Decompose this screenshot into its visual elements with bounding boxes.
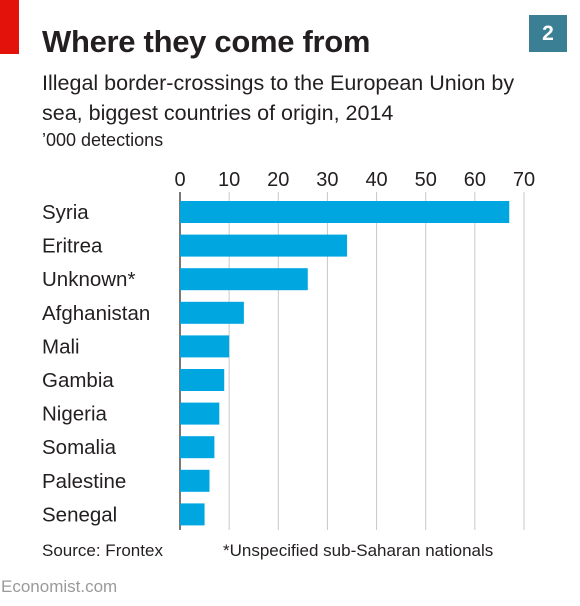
category-label-gambia: Gambia: [42, 369, 114, 392]
x-tick-label-40: 40: [365, 169, 387, 191]
bar-nigeria: [180, 402, 220, 425]
source-note: Source: Frontex: [42, 541, 163, 560]
bar-afghanistan: [180, 301, 244, 324]
category-label-afghanistan: Afghanistan: [42, 302, 150, 325]
units-label: ’000 detections: [42, 130, 164, 150]
bar-palestine: [180, 469, 210, 492]
bar-mali: [180, 335, 230, 358]
x-tick-label-50: 50: [415, 169, 437, 191]
bar-eritrea: [180, 234, 348, 257]
brand-watermark: Economist.com: [1, 577, 118, 596]
category-label-eritrea: Eritrea: [42, 235, 103, 258]
category-label-nigeria: Nigeria: [42, 403, 108, 426]
category-label-senegal: Senegal: [42, 503, 117, 526]
category-label-somalia: Somalia: [42, 436, 117, 459]
category-label-unknown: Unknown*: [42, 268, 135, 291]
x-tick-label-30: 30: [316, 169, 338, 191]
bar-unknown: [180, 268, 308, 291]
bar-senegal: [180, 503, 205, 526]
red-corner-tag: [0, 0, 19, 54]
x-tick-label-10: 10: [218, 169, 240, 191]
x-tick-label-0: 0: [174, 169, 185, 191]
bar-syria: [180, 201, 510, 223]
bar-somalia: [180, 436, 215, 459]
bar-chart: 0 10 20 30 40 50 60 70 Syria Eritrea Unknown* Afgha…: [42, 169, 535, 530]
x-tick-label-60: 60: [464, 169, 486, 191]
category-label-mali: Mali: [42, 335, 80, 358]
bar-gambia: [180, 369, 225, 391]
category-label-palestine: Palestine: [42, 470, 126, 493]
category-label-syria: Syria: [42, 201, 89, 224]
x-tick-label-20: 20: [267, 169, 289, 191]
chart-title: Where they come from: [42, 24, 371, 59]
chart-subtitle: Illegal border-crossings to the European…: [42, 71, 515, 125]
x-tick-label-70: 70: [513, 169, 535, 191]
footnote: *Unspecified sub-Saharan nationals: [223, 541, 494, 560]
chart-number-badge: 2: [529, 15, 567, 52]
